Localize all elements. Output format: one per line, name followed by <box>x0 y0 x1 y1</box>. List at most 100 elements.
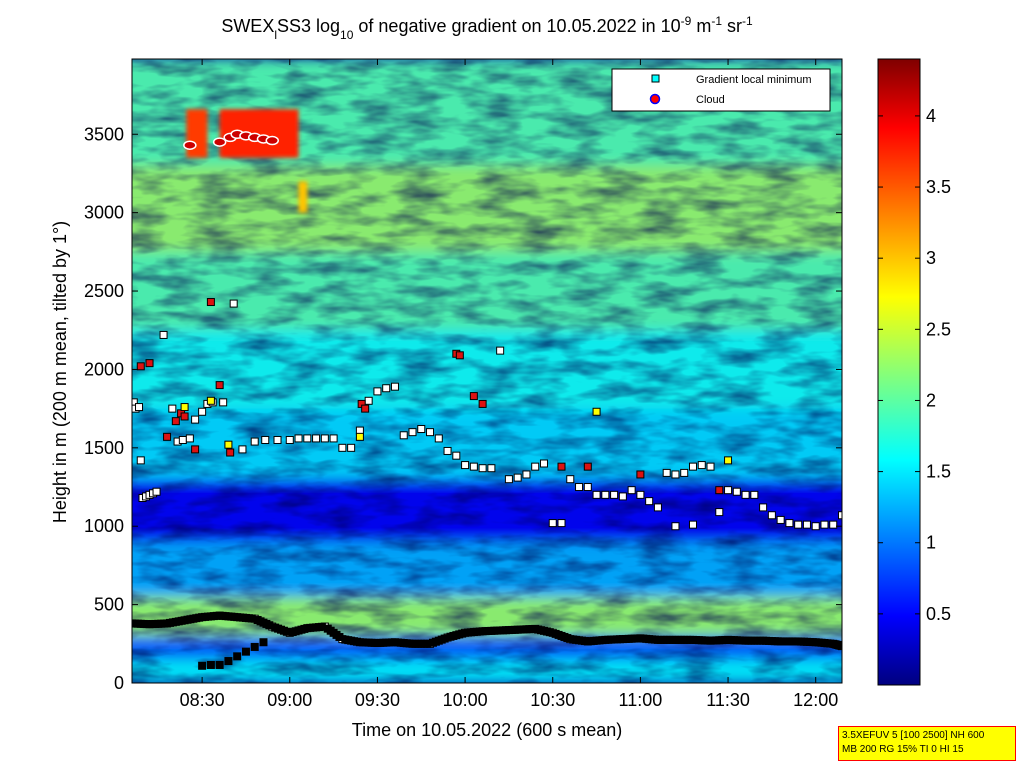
colorbar-gradient <box>877 58 921 686</box>
gradient-min-marker-yellow <box>592 407 601 416</box>
legend: Gradient local minimum Cloud <box>611 68 831 112</box>
gradient-min-marker <box>575 483 584 492</box>
gradient-min-marker <box>592 490 601 499</box>
gradient-min-marker <box>688 520 697 529</box>
legend-marker-cloud <box>649 93 661 105</box>
colorbar-tick-label: 4 <box>926 106 936 126</box>
gradient-min-marker <box>434 434 443 443</box>
legend-label-gradient-min: Gradient local minimum <box>696 74 812 86</box>
y-tick-label: 1500 <box>84 438 124 458</box>
gradient-min-marker <box>198 407 207 416</box>
gradient-min-marker <box>785 519 794 528</box>
legend-marker-gradient-min <box>651 74 660 83</box>
colorbar-tick-label: 2 <box>926 390 936 410</box>
gradient-min-marker-red <box>361 404 370 413</box>
gradient-min-marker <box>557 519 566 528</box>
gradient-min-marker <box>671 470 680 479</box>
gradient-min-marker-red <box>215 381 224 390</box>
gradient-min-marker <box>399 431 408 440</box>
gradient-min-marker <box>241 647 250 656</box>
gradient-min-marker <box>390 382 399 391</box>
gradient-min-marker <box>706 462 715 471</box>
gradient-min-marker <box>522 470 531 479</box>
gradient-min-marker <box>653 503 662 512</box>
gradient-min-marker <box>233 652 242 661</box>
gradient-min-marker <box>224 657 233 666</box>
x-tick-label: 10:00 <box>443 690 488 710</box>
gradient-min-marker <box>159 330 168 339</box>
x-tick-label: 09:00 <box>267 690 312 710</box>
gradient-min-marker <box>417 425 426 434</box>
gradient-min-marker <box>697 461 706 470</box>
gradient-min-marker <box>794 520 803 529</box>
gradient-min-marker <box>273 435 282 444</box>
gradient-min-marker <box>627 486 636 495</box>
gradient-min-marker <box>238 445 247 454</box>
gradient-min-marker <box>250 642 259 651</box>
gradient-min-marker <box>408 428 417 437</box>
gradient-min-marker <box>461 461 470 470</box>
gradient-min-marker-red <box>455 351 464 360</box>
gradient-min-marker <box>680 468 689 477</box>
cloud-marker <box>212 137 227 147</box>
gradient-min-marker <box>294 434 303 443</box>
gradient-min-marker <box>382 384 391 393</box>
y-tick-label: 0 <box>114 673 124 693</box>
colorbar-tick-label: 0.5 <box>926 604 951 624</box>
gradient-min-marker <box>504 475 513 484</box>
gradient-min-marker-red <box>557 462 566 471</box>
gradient-min-marker-red <box>583 462 592 471</box>
colorbar-ticks: 0.5 1 1.5 2 2.5 3 3.5 4 <box>878 106 951 624</box>
gradient-min-marker <box>364 396 373 405</box>
gradient-min-marker-red <box>191 445 200 454</box>
colorbar-tick-label: 3.5 <box>926 177 951 197</box>
gradient-min-marker <box>443 446 452 455</box>
y-tick-label: 1000 <box>84 516 124 536</box>
gradient-min-marker <box>513 473 522 482</box>
legend-label-cloud: Cloud <box>696 94 725 106</box>
colorbar-tick-label: 1 <box>926 533 936 553</box>
y-tick-label: 3500 <box>84 124 124 144</box>
gradient-min-marker <box>373 387 382 396</box>
gradient-min-marker <box>487 464 496 473</box>
gradient-min-marker <box>152 487 161 496</box>
gradient-min-marker-red <box>171 417 180 426</box>
cloud-marker <box>183 140 197 150</box>
gradient-min-marker <box>662 468 671 477</box>
gradient-min-marker-red <box>206 298 215 307</box>
gradient-min-marker-red <box>180 412 189 421</box>
colorbar-tick-label: 2.5 <box>926 319 951 339</box>
gradient-min-marker <box>671 522 680 531</box>
y-tick-label: 2500 <box>84 281 124 301</box>
gradient-min-marker-red <box>136 362 145 371</box>
gradient-min-marker-yellow <box>724 456 733 465</box>
y-axis: 0 500 1000 1500 2000 2500 3000 3500 <box>84 124 842 693</box>
gradient-min-marker <box>338 443 347 452</box>
gradient-min-marker <box>452 451 461 460</box>
cloud-marker <box>265 135 279 146</box>
gradient-min-marker-red <box>145 359 154 368</box>
gradient-min-marker <box>426 428 435 437</box>
gradient-min-marker <box>750 490 759 499</box>
gradient-min-marker <box>250 437 259 446</box>
x-axis: 08:30 09:00 09:30 10:00 10:30 11:00 11:30 12:00 <box>180 59 838 710</box>
y-tick-label: 3000 <box>84 203 124 223</box>
gradient-min-marker-yellow <box>355 432 364 441</box>
gradient-min-marker <box>198 661 207 670</box>
chart-title: SWEXlSS3 log10 of negative gradient on 1… <box>221 14 753 42</box>
gradient-min-marker <box>601 490 610 499</box>
parameter-box: 3.5XEFUV 5 [100 2500] NH 600 MB 200 RG 1… <box>838 726 1016 761</box>
gradient-min-marker <box>285 435 294 444</box>
gradient-min-marker-red <box>636 470 645 479</box>
gradient-min-marker <box>531 462 540 471</box>
y-axis-label: Height in m (200 m mean, tilted by 1°) <box>50 221 70 523</box>
gradient-min-marker <box>191 415 200 424</box>
x-axis-label: Time on 10.05.2022 (600 s mean) <box>352 720 623 740</box>
gradient-min-marker <box>802 520 811 529</box>
x-tick-label: 10:30 <box>530 690 575 710</box>
gradient-min-marker <box>548 519 557 528</box>
gradient-min-marker <box>206 660 215 669</box>
gradient-min-marker <box>820 520 829 529</box>
gradient-min-marker <box>329 434 338 443</box>
